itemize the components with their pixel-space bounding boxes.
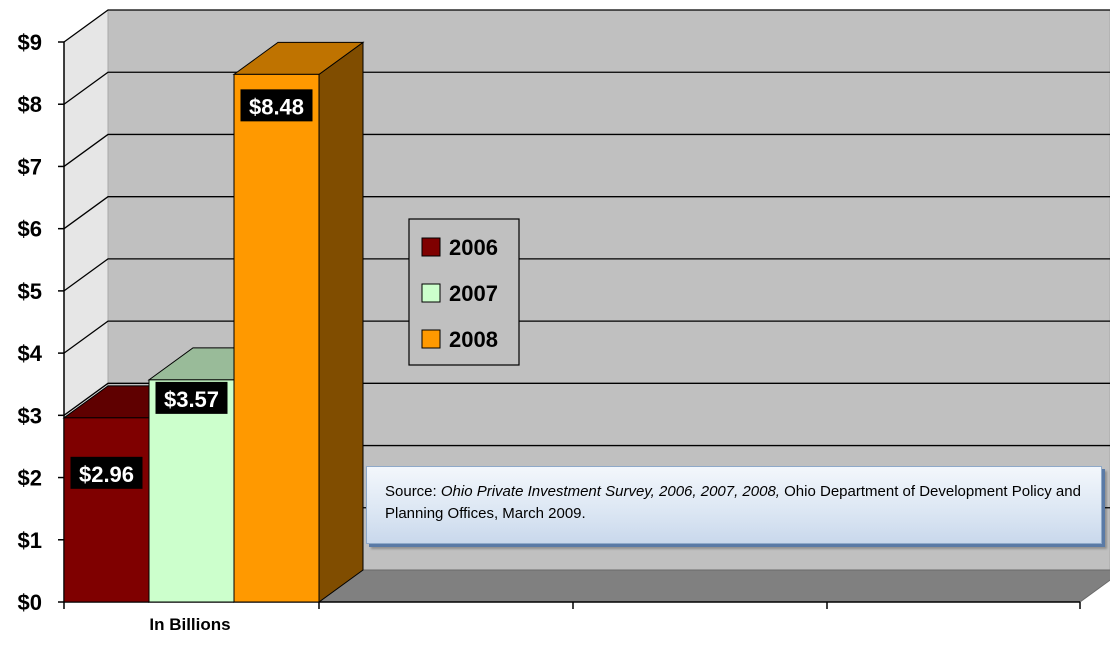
legend-swatch-2006 bbox=[421, 237, 441, 257]
data-label: $3.57 bbox=[164, 387, 219, 412]
gridline bbox=[63, 258, 1110, 292]
source-title: Ohio Private Investment Survey, 2006, 20… bbox=[440, 483, 780, 500]
gridline bbox=[63, 196, 1110, 230]
y-tick-label: $1 bbox=[18, 528, 42, 553]
y-tick-label: $3 bbox=[18, 403, 42, 428]
axes: $0 $1 $2 $3 $4 $5 $6 $7 $8 $9 bbox=[18, 30, 1081, 615]
y-tick-label: $7 bbox=[18, 154, 42, 179]
source-note: Source: Ohio Private Investment Survey, … bbox=[366, 466, 1102, 544]
y-tick-label: $9 bbox=[18, 30, 42, 55]
legend: 2006 2007 2008 bbox=[408, 218, 520, 366]
bar-side-2008 bbox=[318, 41, 364, 603]
data-label: $2.96 bbox=[79, 462, 134, 487]
data-label-box bbox=[155, 381, 228, 414]
y-tick-label: $0 bbox=[18, 590, 42, 615]
data-label: $8.48 bbox=[249, 94, 304, 119]
y-tick-label: $2 bbox=[18, 466, 42, 491]
legend-swatch-2008 bbox=[421, 329, 441, 349]
gridline bbox=[63, 9, 1110, 43]
y-tick-label: $5 bbox=[18, 279, 42, 304]
source-prefix: Source: bbox=[385, 483, 441, 500]
y-tick-label: $6 bbox=[18, 217, 42, 242]
source-suffix: Ohio Department of Development Policy an… bbox=[385, 483, 1081, 522]
legend-label: 2007 bbox=[449, 281, 498, 306]
bar-2008 bbox=[233, 73, 320, 603]
data-label-box bbox=[240, 89, 313, 122]
gridline bbox=[63, 71, 1110, 105]
legend-swatch-2007 bbox=[421, 283, 441, 303]
data-label-box bbox=[70, 456, 143, 489]
gridline bbox=[63, 382, 1110, 416]
bar-2006 bbox=[63, 417, 150, 603]
x-axis-label: In Billions bbox=[149, 615, 230, 634]
legend-label: 2006 bbox=[449, 235, 498, 260]
bars bbox=[62, 41, 365, 603]
bar-2007 bbox=[148, 379, 235, 603]
legend-label: 2008 bbox=[449, 327, 498, 352]
gridline bbox=[63, 320, 1110, 354]
gridline bbox=[63, 133, 1110, 167]
data-labels: $2.96 $3.57 $8.48 bbox=[70, 89, 313, 489]
y-tick-label: $4 bbox=[18, 341, 43, 366]
y-tick-label: $8 bbox=[18, 92, 42, 117]
